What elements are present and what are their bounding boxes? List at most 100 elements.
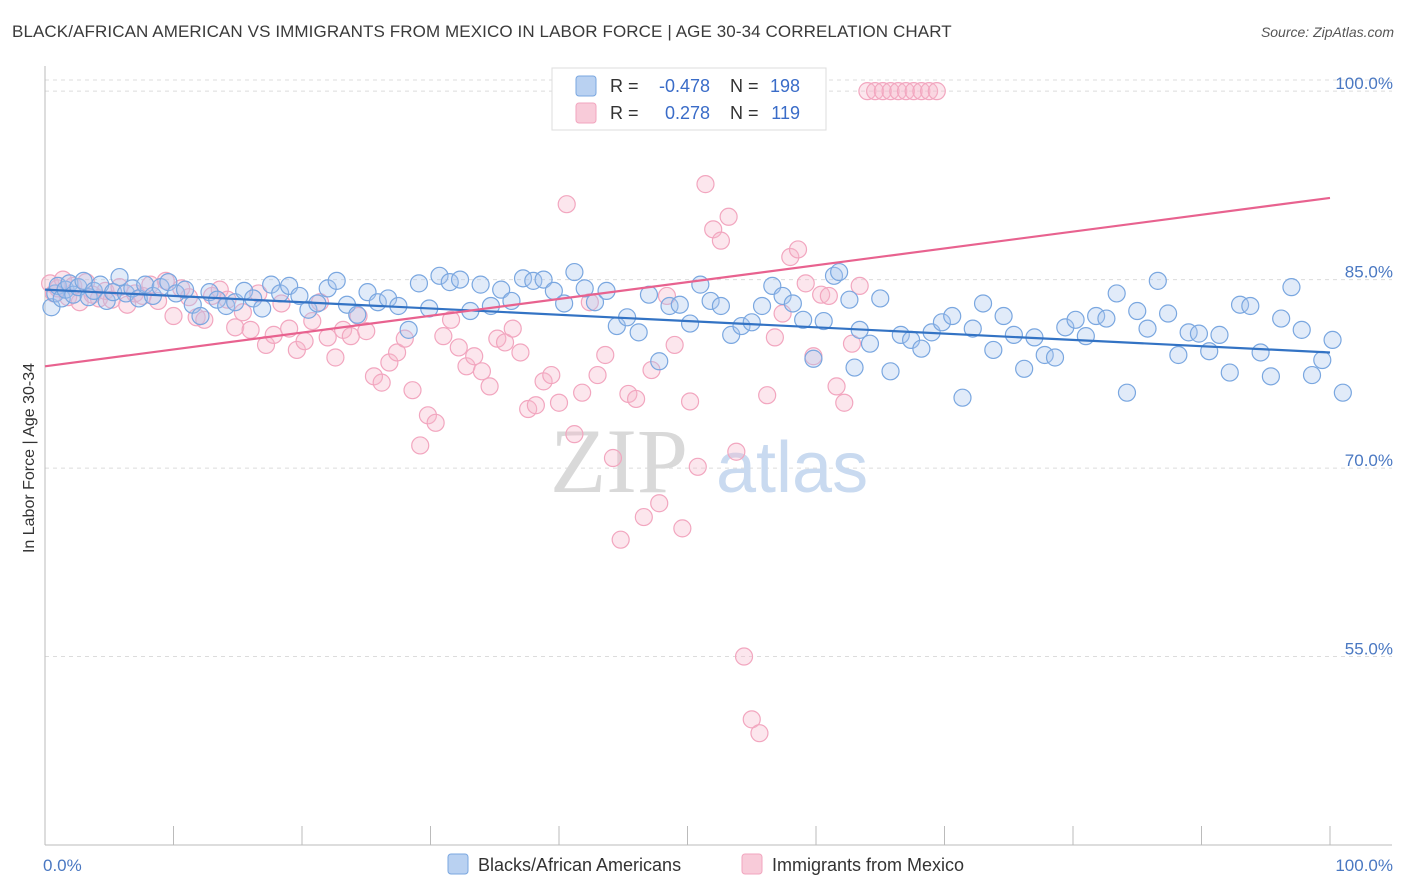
- point-immigrants-from-mexico: [418, 406, 438, 425]
- stats-r-value-blue: -0.478: [659, 76, 710, 96]
- point-immigrants-from-mexico: [812, 285, 831, 304]
- trend-line-blacks: [44, 288, 1331, 354]
- point-immigrants-from-mexico: [873, 82, 892, 101]
- point-immigrants-from-mexico: [318, 328, 337, 347]
- point-blacks-african-americans: [629, 323, 648, 342]
- stats-box-frame: [551, 67, 827, 131]
- point-blacks-african-americans: [450, 270, 470, 289]
- point-immigrants-from-mexico: [565, 425, 584, 444]
- y-tick-label: 85.0%: [1345, 263, 1393, 282]
- point-blacks-african-americans: [871, 289, 890, 308]
- point-immigrants-from-mexico: [557, 195, 576, 214]
- point-blacks-african-americans: [783, 294, 802, 313]
- point-immigrants-from-mexico: [711, 231, 731, 250]
- point-immigrants-from-mexico: [549, 393, 569, 412]
- point-immigrants-from-mexico: [449, 338, 468, 357]
- legend-label-blacks: Blacks/African Americans: [478, 855, 681, 875]
- point-immigrants-from-mexico: [226, 318, 245, 337]
- point-blacks-african-americans: [575, 279, 594, 298]
- point-blacks-african-americans: [1004, 325, 1023, 344]
- point-immigrants-from-mexico: [495, 333, 515, 352]
- point-immigrants-from-mexico: [472, 362, 491, 381]
- point-immigrants-from-mexico: [866, 82, 885, 101]
- point-immigrants-from-mexico: [650, 494, 669, 513]
- legend-swatch-mexico: [741, 853, 763, 875]
- point-immigrants-from-mexico: [719, 207, 738, 226]
- point-immigrants-from-mexico: [542, 365, 561, 385]
- point-blacks-african-americans: [881, 362, 900, 381]
- point-blacks-african-americans: [773, 286, 792, 306]
- point-blacks-african-americans: [1169, 345, 1188, 365]
- point-blacks-african-americans: [732, 316, 751, 336]
- point-immigrants-from-mexico: [696, 175, 715, 194]
- point-blacks-african-americans: [1220, 363, 1239, 382]
- legend-swatch-blacks: [447, 853, 469, 875]
- point-blacks-african-americans: [701, 291, 720, 311]
- point-immigrants-from-mexico: [249, 284, 268, 303]
- point-blacks-african-americans: [1097, 309, 1116, 328]
- point-immigrants-from-mexico: [426, 413, 445, 432]
- point-blacks-african-americans: [984, 340, 1003, 360]
- point-blacks-african-americans: [932, 313, 952, 332]
- point-blacks-african-americans: [253, 299, 272, 318]
- x-tick-labels: 0.0% 100.0%: [43, 856, 1393, 875]
- point-blacks-african-americans: [1128, 301, 1147, 321]
- point-blacks-african-americans: [175, 280, 195, 299]
- point-blacks-african-americans: [794, 310, 813, 329]
- point-blacks-african-americans: [565, 262, 584, 282]
- point-immigrants-from-mexico: [842, 334, 862, 353]
- point-immigrants-from-mexico: [233, 303, 252, 322]
- point-blacks-african-americans: [327, 271, 346, 290]
- point-immigrants-from-mexico: [580, 293, 599, 312]
- point-blacks-african-americans: [1261, 367, 1280, 386]
- point-blacks-african-americans: [943, 306, 962, 326]
- point-blacks-african-americans: [492, 280, 511, 299]
- point-immigrants-from-mexico: [395, 329, 414, 348]
- point-blacks-african-americans: [670, 295, 689, 314]
- point-blacks-african-americans: [650, 352, 669, 371]
- point-blacks-african-americans: [191, 306, 210, 326]
- point-immigrants-from-mexico: [596, 345, 615, 365]
- point-immigrants-from-mexico: [380, 353, 399, 372]
- stats-n-label-blue: N =: [730, 76, 759, 96]
- point-blacks-african-americans: [348, 305, 367, 324]
- point-blacks-african-americans: [110, 267, 129, 287]
- point-blacks-african-americans: [208, 290, 227, 309]
- point-immigrants-from-mexico: [372, 373, 391, 392]
- point-immigrants-from-mexico: [465, 347, 484, 366]
- point-blacks-african-americans: [1056, 318, 1075, 337]
- point-immigrants-from-mexico: [680, 392, 700, 411]
- point-immigrants-from-mexico: [665, 335, 684, 355]
- point-blacks-african-americans: [430, 266, 449, 285]
- point-blacks-african-americans: [1282, 278, 1301, 297]
- point-blacks-african-americans: [1066, 310, 1085, 329]
- point-immigrants-from-mexico: [387, 343, 407, 362]
- point-blacks-african-americans: [752, 296, 772, 316]
- point-immigrants-from-mexico: [688, 457, 707, 476]
- point-immigrants-from-mexico: [303, 311, 322, 331]
- point-immigrants-from-mexico: [164, 306, 183, 326]
- point-immigrants-from-mexico: [603, 448, 623, 468]
- point-immigrants-from-mexico: [927, 82, 946, 101]
- point-immigrants-from-mexico: [241, 320, 260, 339]
- point-blacks-african-americans: [814, 311, 833, 331]
- point-blacks-african-americans: [1138, 319, 1157, 338]
- point-immigrants-from-mexico: [919, 82, 939, 101]
- point-blacks-african-americans: [1272, 309, 1291, 328]
- point-blacks-african-americans: [830, 262, 849, 282]
- point-immigrants-from-mexico: [411, 436, 430, 455]
- point-immigrants-from-mexico: [758, 386, 777, 405]
- point-immigrants-from-mexico: [734, 647, 754, 666]
- point-blacks-african-americans: [471, 275, 490, 294]
- point-immigrants-from-mexico: [573, 383, 592, 402]
- y-tick-labels: 55.0% 70.0% 85.0% 100.0%: [1335, 74, 1393, 658]
- point-immigrants-from-mexico: [765, 328, 784, 347]
- point-immigrants-from-mexico: [742, 710, 761, 729]
- point-blacks-african-americans: [1302, 365, 1322, 385]
- y-tick-label: 70.0%: [1345, 451, 1393, 470]
- watermark: ZIP atlas: [550, 410, 868, 512]
- source-label: Source: ZipAtlas.com: [1260, 24, 1394, 40]
- point-immigrants-from-mexico: [403, 381, 422, 400]
- point-blacks-african-americans: [1323, 330, 1342, 350]
- point-immigrants-from-mexico: [295, 332, 314, 351]
